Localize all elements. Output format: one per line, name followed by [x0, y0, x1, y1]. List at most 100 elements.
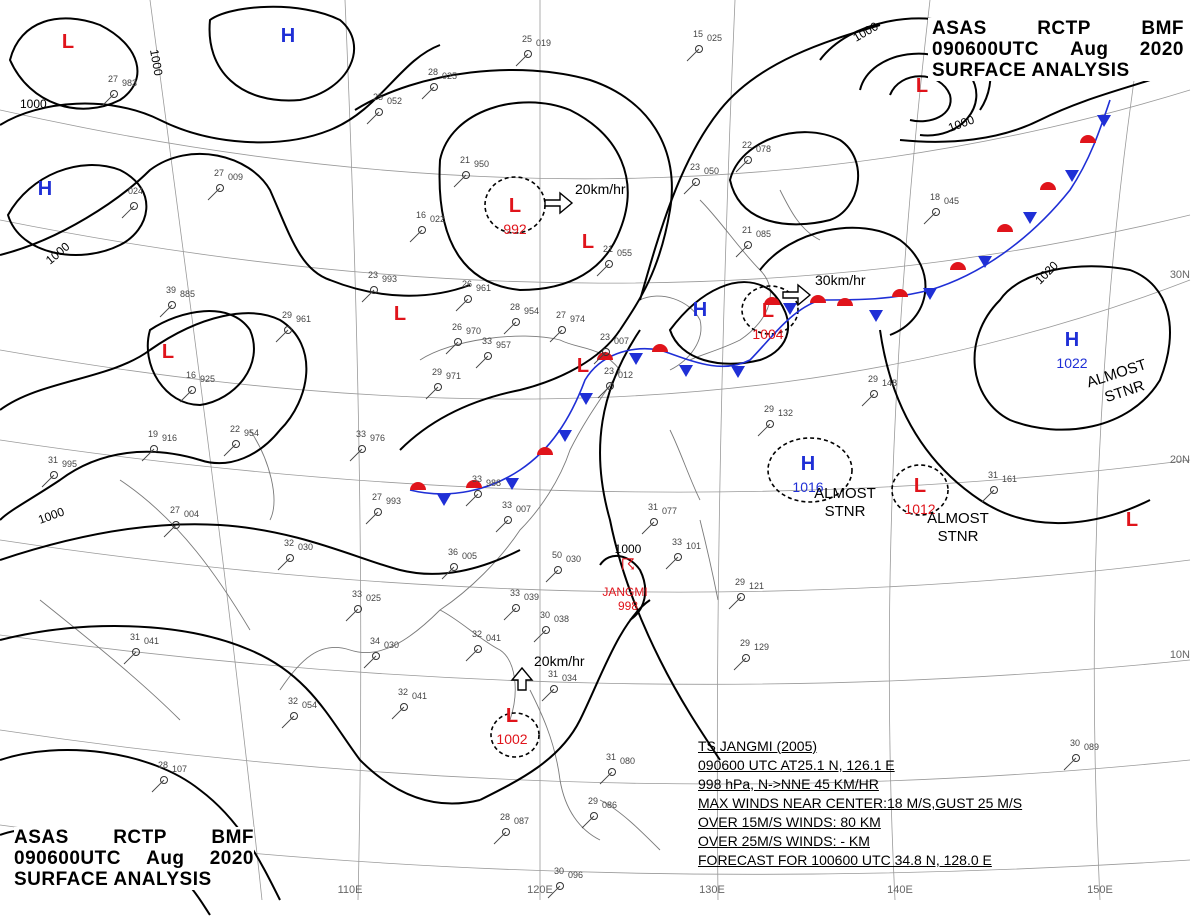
station-temperature: 34 [370, 636, 380, 646]
station-plot: 33 007 [495, 500, 531, 533]
station-temperature: 30 [1070, 738, 1080, 748]
station-plot: 21 055 [596, 244, 632, 277]
station-pressure: 052 [387, 96, 402, 106]
station-pressure: 022 [430, 214, 445, 224]
station-pressure: 045 [944, 196, 959, 206]
station-temperature: 29 [735, 577, 745, 587]
station-plot: 33 101 [665, 537, 701, 570]
station-plots: 25 019 15 025 27 983 28 025 25 052 21 950 27 009 23 050… [41, 29, 1099, 899]
station-plot: 31 161 [981, 470, 1017, 503]
warm-front-bump [764, 297, 780, 305]
station-plot: 32 054 [281, 696, 317, 729]
station-pressure: 055 [617, 248, 632, 258]
station-pressure: 030 [566, 554, 581, 564]
low-pressure-symbol: L [582, 231, 594, 253]
station-temperature: 33 [472, 474, 482, 484]
latitude-label: 10N [1170, 649, 1190, 661]
header-agency: RCTP [1037, 18, 1091, 39]
bulletin-line: OVER 25M/S WINDS: - KM [698, 833, 870, 849]
station-temperature: 23 [690, 162, 700, 172]
longitude-label: 120E [527, 884, 553, 896]
motion-speed-label: 30km/hr [815, 272, 866, 288]
warm-front-bump [652, 344, 668, 352]
station-plot: 28 107 [151, 760, 187, 793]
central-pressure-value: 1002 [496, 731, 527, 747]
station-plot: 31 041 [123, 632, 159, 665]
station-pressure: 925 [200, 374, 215, 384]
station-plot: 50 030 [545, 550, 581, 583]
station-temperature: 28 [510, 302, 520, 312]
station-temperature: 33 [356, 429, 366, 439]
station-temperature: 18 [930, 192, 940, 202]
high-pressure-symbol: H [801, 453, 815, 475]
station-temperature: 27 [214, 168, 224, 178]
station-pressure: 080 [620, 756, 635, 766]
cold-front-tooth [1065, 170, 1079, 182]
isobar-value-label: 1000 [20, 97, 47, 111]
warm-front-bump [1080, 135, 1096, 143]
station-temperature: 23 [368, 270, 378, 280]
high-pressure-symbol: H [38, 178, 52, 200]
station-pressure: 885 [180, 289, 195, 299]
header-time: 090600UTC [14, 848, 121, 869]
station-pressure: 039 [524, 592, 539, 602]
station-pressure: 916 [162, 433, 177, 443]
station-pressure: 096 [568, 870, 583, 880]
station-pressure: 025 [366, 593, 381, 603]
station-plot: 25 052 [366, 92, 402, 125]
header-time: 2020 [209, 848, 254, 869]
almost-stationary-note: ALMOST [927, 510, 989, 527]
station-temperature: 39 [166, 285, 176, 295]
low-pressure-symbol: L [162, 341, 174, 363]
station-plot: 31 080 [599, 752, 635, 785]
station-pressure: 988 [486, 478, 501, 488]
station-pressure: 025 [442, 71, 457, 81]
station-plot: 26 970 [445, 322, 481, 355]
cold-front-tooth [558, 430, 572, 442]
cold-front-tooth [505, 478, 519, 490]
station-pressure: 078 [756, 144, 771, 154]
central-pressure-value: 1004 [752, 326, 783, 342]
station-plot: 21 950 [453, 155, 489, 188]
station-temperature: 33 [482, 336, 492, 346]
latitude-label: 30N [1170, 269, 1190, 281]
station-plot: 33 976 [349, 429, 385, 462]
station-plot: 22 954 [223, 424, 259, 457]
station-pressure: 085 [756, 229, 771, 239]
header-agency: BMF [211, 827, 254, 848]
station-pressure: 101 [686, 541, 701, 551]
motion-arrows [510, 191, 812, 691]
station-temperature: 27 [556, 310, 566, 320]
low-pressure-symbol: L [762, 300, 774, 322]
station-pressure: 957 [496, 340, 511, 350]
station-plot: 29 961 [275, 310, 311, 343]
station-pressure: 954 [524, 306, 539, 316]
typhoon-isobar-label: 1000 [615, 542, 642, 556]
station-temperature: 21 [460, 155, 470, 165]
bulletin-line: MAX WINDS NEAR CENTER:18 M/S,GUST 25 M/S [698, 795, 1023, 811]
station-pressure: 121 [749, 581, 764, 591]
station-plot: 22 078 [735, 140, 771, 173]
station-plot: 23 012 [597, 366, 633, 399]
central-pressure-value: 1022 [1056, 355, 1087, 371]
typhoon-bulletin: TS JANGMI (2005) 090600 UTC AT25.1 N, 12… [698, 737, 1022, 870]
high-pressure-symbol: H [281, 25, 295, 47]
high-pressure-symbol: H [1065, 329, 1079, 351]
station-plot: 27 993 [365, 492, 401, 525]
warm-front-bump [950, 262, 966, 270]
station-temperature: 33 [352, 589, 362, 599]
station-plot: 31 077 [641, 502, 677, 535]
station-plot: 19 916 [141, 429, 177, 462]
low-pressure-symbol: L [62, 31, 74, 53]
station-plot: 39 885 [159, 285, 195, 318]
typhoon-pressure-label: 998 [618, 599, 638, 613]
station-temperature: 32 [398, 687, 408, 697]
cold-front-tooth [437, 494, 451, 506]
header-title: SURFACE ANALYSIS [932, 60, 1130, 81]
station-temperature: 31 [48, 455, 58, 465]
station-plot: 25 019 [515, 34, 551, 67]
station-pressure: 087 [514, 816, 529, 826]
station-temperature: 19 [148, 429, 158, 439]
bulletin-line: FORECAST FOR 100600 UTC 34.8 N, 128.0 E [698, 852, 992, 868]
